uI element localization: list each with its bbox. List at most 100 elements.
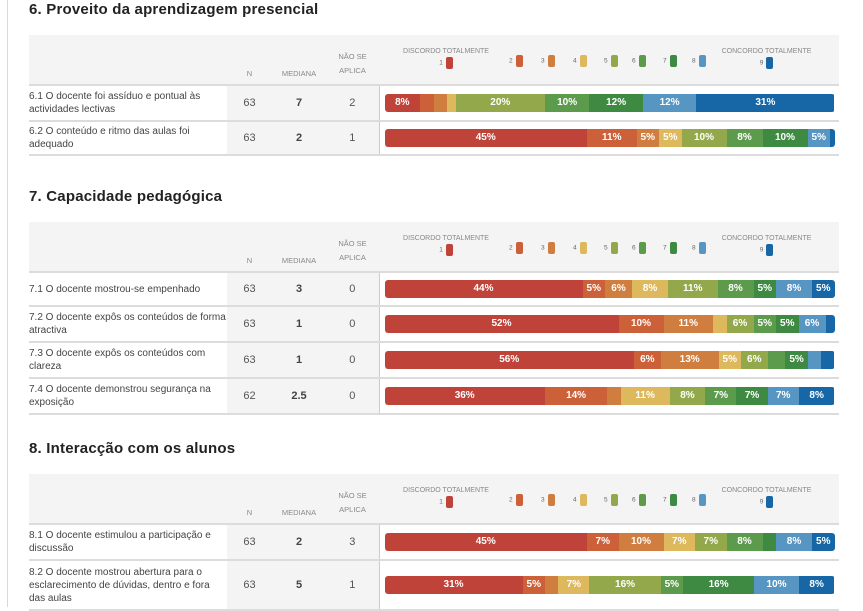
bar-segment-8: 8% <box>776 280 812 298</box>
legend-item-3: 3 <box>541 494 555 506</box>
stacked-bar: 8% 20% 10% 12% 12% 31% <box>384 94 835 112</box>
legend-level-number: 3 <box>541 244 545 252</box>
section-6: 6. Proveito da aprendizagem presencial N M… <box>29 0 839 156</box>
distribution-cell: 45% 11% 5% 5% 10% 8% 10% 5% <box>378 120 839 156</box>
question-text: 8.2 O docente mostrou abertura para o es… <box>29 559 227 611</box>
legend-item-2: 2 <box>509 242 523 254</box>
n-value: 62 <box>227 377 272 415</box>
not-applicable-value: 3 <box>326 523 379 560</box>
question-text: 8.1 O docente estimulou a participação e… <box>29 523 227 560</box>
legend-swatch-6 <box>638 494 646 506</box>
likert-legend: DISCORDO TOTALMENTE 1 2 3 4 5 6 7 8 CONCORDO TOTA… <box>379 222 839 272</box>
legend-level-number: 2 <box>509 57 513 65</box>
n-value: 63 <box>227 341 272 378</box>
stacked-bar: 45% 11% 5% 5% 10% 8% 10% 5% <box>384 129 835 147</box>
n-header: N <box>246 256 253 265</box>
legend-swatch-9 <box>766 57 774 69</box>
legend-level-number: 8 <box>692 244 696 252</box>
legend-swatch-9 <box>766 244 774 256</box>
legend-level-number: 2 <box>509 496 513 504</box>
legend-swatch-6 <box>638 242 646 254</box>
bar-segment-5: 7% <box>695 533 727 551</box>
bar-segment-8: 7% <box>767 387 799 405</box>
distribution-cell: 45% 7% 10% 7% 7% 8% 8% 5% <box>378 523 839 560</box>
results-table: N MEDIANA NÃO SE APLICA DISCORDO TOTALMENTE 1… <box>29 474 839 611</box>
bar-segment-6: 10% <box>544 94 590 112</box>
legend-item-7: 7 <box>663 242 677 254</box>
legend-item-6: 6 <box>632 242 646 254</box>
median-value: 1 <box>272 341 326 378</box>
stacked-bar: 36% 14% 11% 8% 7% 7% 7% 8% <box>384 387 835 405</box>
bar-segment-1: 45% <box>384 129 587 147</box>
legend-item-5: 5 <box>604 55 618 67</box>
table-row: 7.1 O docente mostrou-se empenhado 63 3 0 44… <box>29 271 839 306</box>
legend-high-label: CONCORDO TOTALMENTE <box>721 48 812 55</box>
bar-segment-7: 12% <box>589 94 643 112</box>
bar-segment-3 <box>544 576 559 594</box>
legend-level-number: 7 <box>663 496 667 504</box>
likert-legend: DISCORDO TOTALMENTE 1 2 3 4 5 6 7 8 CONCORDO TOTA… <box>379 35 839 85</box>
median-value: 3 <box>272 271 326 306</box>
legend-level-number: 4 <box>573 244 577 252</box>
bar-segment-2: 5% <box>522 576 545 594</box>
table-row: 7.4 O docente demonstrou segurança na ex… <box>29 377 839 415</box>
bar-segment-2 <box>420 94 434 112</box>
n-header: N <box>246 508 253 517</box>
section-title: 8. Interacção com os alunos <box>29 440 236 457</box>
bar-segment-5: 6% <box>740 351 768 369</box>
legend-swatch-5 <box>610 242 618 254</box>
bar-segment-7: 5% <box>785 351 808 369</box>
results-table: N MEDIANA NÃO SE APLICA DISCORDO TOTALMENTE 1… <box>29 222 839 415</box>
legend-swatch-2 <box>515 494 523 506</box>
legend-swatch-7 <box>669 494 677 506</box>
legend-level-number: 5 <box>604 244 608 252</box>
not-applicable-line-1: NÃO SE <box>338 239 367 248</box>
bar-segment-6: 8% <box>726 129 763 147</box>
legend-item-2: 2 <box>509 494 523 506</box>
bar-segment-1: 45% <box>384 533 587 551</box>
legend-level-number: 9 <box>759 498 764 506</box>
legend-low-label: DISCORDO TOTALMENTE <box>403 487 489 494</box>
table-row: 6.1 O docente foi assíduo e pontual às a… <box>29 84 839 121</box>
bar-segment-6: 5% <box>753 315 776 333</box>
legend-swatch-3 <box>547 494 555 506</box>
median-header: MEDIANA <box>281 69 317 78</box>
n-value: 63 <box>227 271 272 306</box>
stacked-bar: 31% 5% 7% 16% 5% 16% 10% 8% <box>384 576 835 594</box>
not-applicable-value: 0 <box>326 271 379 306</box>
distribution-cell: 44% 5% 6% 8% 11% 8% 5% 8% 5% <box>378 271 839 306</box>
legend-item-5: 5 <box>604 242 618 254</box>
table-row: 8.1 O docente estimulou a participação e… <box>29 523 839 560</box>
question-text: 7.3 O docente expôs os conteúdos com cla… <box>29 341 227 378</box>
legend-level-number: 1 <box>439 498 443 506</box>
n-value: 63 <box>227 84 272 121</box>
not-applicable-value: 0 <box>326 341 379 378</box>
table-row: 8.2 O docente mostrou abertura para o es… <box>29 559 839 611</box>
bar-segment-1: 8% <box>384 94 421 112</box>
median-value: 7 <box>272 84 326 121</box>
not-applicable-header: NÃO SE APLICA <box>326 222 379 272</box>
bar-segment-9 <box>825 315 835 333</box>
bar-segment-2: 14% <box>544 387 608 405</box>
legend-swatch-3 <box>547 55 555 67</box>
legend-swatch-4 <box>579 494 587 506</box>
bar-segment-4: 5% <box>659 129 682 147</box>
bar-segment-5: 10% <box>681 129 727 147</box>
legend-swatch-5 <box>610 55 618 67</box>
legend-swatch-4 <box>579 242 587 254</box>
n-value: 63 <box>227 120 272 156</box>
bar-segment-5: 8% <box>669 387 706 405</box>
legend-level-number: 5 <box>604 57 608 65</box>
legend-item-8: 8 <box>692 494 706 506</box>
bar-segment-1: 52% <box>384 315 619 333</box>
legend-swatch-3 <box>547 242 555 254</box>
bar-segment-9 <box>821 351 835 369</box>
n-header: N <box>246 69 253 78</box>
bar-segment-5: 16% <box>589 576 661 594</box>
bar-segment-3: 13% <box>660 351 719 369</box>
results-table: N MEDIANA NÃO SE APLICA DISCORDO TOTALMENTE 1… <box>29 35 839 156</box>
legend-item-4: 4 <box>573 494 587 506</box>
bar-segment-9: 5% <box>812 533 835 551</box>
not-applicable-value: 0 <box>326 377 379 415</box>
legend-header: DISCORDO TOTALMENTE 1 2 3 4 5 6 7 8 CONCORDO TOTA… <box>379 35 839 85</box>
